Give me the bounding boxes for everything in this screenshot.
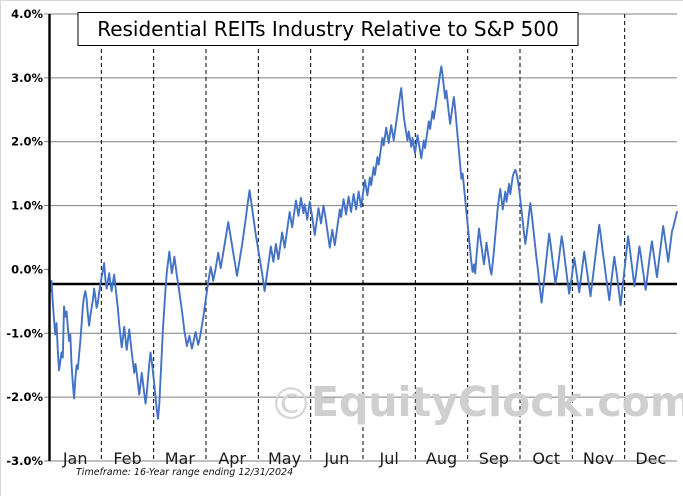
y-axis-tick-label: -1.0% — [6, 326, 43, 340]
x-axis-month-label: Jan — [62, 449, 88, 468]
data-series-line — [48, 65, 678, 420]
month-separator-lines — [100, 14, 626, 461]
y-axis-tick-marks — [44, 13, 49, 462]
x-axis-month-label: May — [268, 449, 301, 468]
x-axis-month-label: Sep — [479, 449, 509, 468]
y-axis-tick-label: 3.0% — [11, 71, 43, 85]
x-axis-month-label: Feb — [113, 449, 141, 468]
y-axis-tick-labels: 4.0% 3.0% 2.0% 1.0% 0.0% -1.0% -2.0% -3.0% — [6, 7, 43, 468]
x-axis-month-label: Jun — [323, 449, 349, 468]
x-axis-month-label: Apr — [218, 449, 246, 468]
chart-title-group: Residential REITs Industry Relative to S… — [77, 12, 579, 46]
x-axis-month-label: Dec — [635, 449, 666, 468]
chart-title: Residential REITs Industry Relative to S… — [97, 17, 559, 41]
y-axis-tick-label: 0.0% — [11, 262, 43, 276]
watermark-label: EquityClock.com — [311, 378, 683, 426]
y-axis-tick-label: -3.0% — [6, 454, 43, 468]
chart-timeframe-footnote: Timeframe: 16-Year range ending 12/31/20… — [76, 467, 293, 478]
chart-title-box — [77, 12, 579, 46]
x-axis-month-labels: Jan Feb Mar Apr May Jun Jul Aug Sep Oct Nov Dec — [62, 449, 666, 468]
x-axis-month-label: Mar — [165, 449, 196, 468]
y-axis-tick-label: -2.0% — [6, 390, 43, 404]
y-axis-tick-label: 2.0% — [11, 135, 43, 149]
y-axis-tick-label: 1.0% — [11, 199, 43, 213]
y-axis-tick-label: 4.0% — [11, 7, 43, 21]
watermark-copyright-symbol: © — [269, 379, 313, 430]
x-axis-month-label: Oct — [532, 449, 560, 468]
x-axis-month-label: Nov — [583, 449, 614, 468]
equityclock-watermark: © EquityClock.com — [269, 378, 683, 430]
x-axis-month-label: Jul — [379, 449, 399, 468]
x-axis-month-label: Aug — [426, 449, 457, 468]
